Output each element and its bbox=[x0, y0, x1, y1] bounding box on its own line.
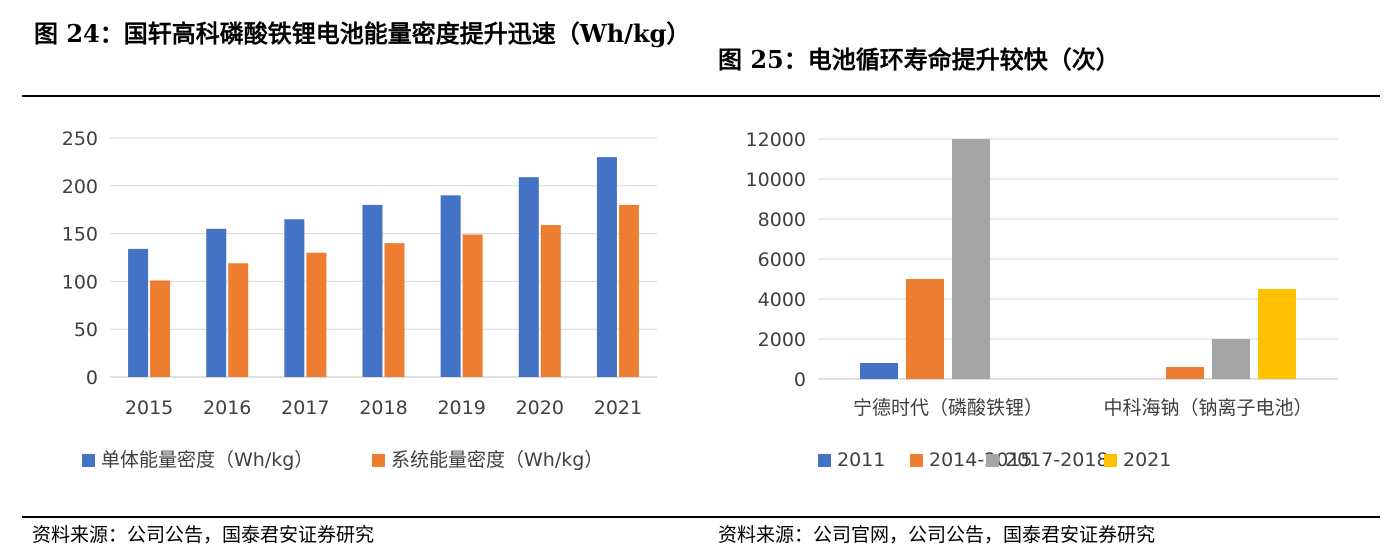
chart1-ytick-label-3: 150 bbox=[62, 224, 98, 246]
chart2-bar-1-0 bbox=[906, 279, 944, 379]
chart2-bar-2-0 bbox=[952, 139, 990, 379]
chart2-legend-label-2: 2017-2018 bbox=[1005, 449, 1109, 471]
chart2-legend-swatch-1 bbox=[910, 454, 923, 467]
chart1-category-label-4: 2019 bbox=[437, 397, 485, 419]
chart2-legend-swatch-0 bbox=[818, 454, 831, 467]
chart1-category-label-2: 2017 bbox=[281, 397, 329, 419]
left-source-note: 资料来源：公司公告，国泰君安证券研究 bbox=[32, 524, 375, 546]
chart1-bar-1-1 bbox=[228, 263, 249, 377]
chart1-bar-1-4 bbox=[462, 234, 483, 377]
chart1-ytick-label-4: 200 bbox=[62, 176, 98, 198]
chart2-ytick-label-4: 8000 bbox=[758, 209, 806, 231]
chart1-category-label-5: 2020 bbox=[516, 397, 564, 419]
left-chart-title: 图 24：国轩高科磷酸铁锂电池能量密度提升迅速（Wh/kg） bbox=[34, 19, 691, 48]
right-source-note: 资料来源：公司官网，公司公告，国泰君安证券研究 bbox=[718, 524, 1156, 546]
chart1-legend-swatch-1 bbox=[372, 454, 385, 467]
chart1-bar-0-2 bbox=[284, 219, 305, 377]
chart1-legend-label-1: 系统能量密度（Wh/kg） bbox=[391, 449, 603, 471]
chart1-ytick-label-0: 0 bbox=[86, 367, 98, 389]
chart2-legend-label-3: 2021 bbox=[1123, 449, 1171, 471]
chart2-ytick-label-2: 4000 bbox=[758, 289, 806, 311]
chart1-bar-1-2 bbox=[306, 252, 327, 377]
chart2-bar-2-1 bbox=[1212, 339, 1250, 379]
chart1-bar-1-6 bbox=[618, 204, 639, 377]
chart1-bar-0-1 bbox=[206, 228, 227, 377]
chart2-ytick-label-3: 6000 bbox=[758, 249, 806, 271]
chart2-ytick-label-0: 0 bbox=[794, 369, 806, 391]
bottom-divider bbox=[22, 516, 1380, 518]
chart2-category-label-0: 宁德时代（磷酸铁锂） bbox=[853, 397, 1043, 419]
chart1-bar-1-5 bbox=[540, 224, 561, 377]
top-divider bbox=[22, 95, 1380, 97]
chart2-ytick-label-6: 12000 bbox=[746, 129, 806, 151]
chart1-category-label-3: 2018 bbox=[359, 397, 407, 419]
chart1-category-label-1: 2016 bbox=[203, 397, 251, 419]
chart2-bar-3-1 bbox=[1258, 289, 1296, 379]
chart1-bar-0-3 bbox=[362, 204, 383, 377]
chart1-ytick-label-1: 50 bbox=[74, 319, 98, 341]
chart2-legend-swatch-2 bbox=[986, 454, 999, 467]
chart1-ytick-label-2: 100 bbox=[62, 271, 98, 293]
chart2-category-label-1: 中科海钠（钠离子电池） bbox=[1103, 397, 1312, 419]
chart2-legend-swatch-3 bbox=[1104, 454, 1117, 467]
chart2-bar-1-1 bbox=[1166, 367, 1204, 379]
chart1-bar-1-0 bbox=[150, 280, 171, 377]
chart1-bar-0-6 bbox=[596, 157, 617, 377]
chart1-legend-swatch-0 bbox=[82, 454, 95, 467]
chart1-legend-label-0: 单体能量密度（Wh/kg） bbox=[101, 449, 313, 471]
chart2-ytick-label-1: 2000 bbox=[758, 329, 806, 351]
chart1-bar-0-0 bbox=[128, 248, 149, 377]
chart1-category-label-6: 2021 bbox=[594, 397, 642, 419]
chart1-ytick-label-5: 250 bbox=[62, 128, 98, 150]
chart1-category-label-0: 2015 bbox=[125, 397, 173, 419]
chart2-legend-label-0: 2011 bbox=[837, 449, 885, 471]
chart2-bar-0-0 bbox=[860, 363, 898, 379]
right-chart-title: 图 25：电池循环寿命提升较快（次） bbox=[718, 45, 1120, 74]
chart1-bar-0-5 bbox=[518, 177, 539, 377]
chart1-bar-0-4 bbox=[440, 195, 461, 377]
chart2-ytick-label-5: 10000 bbox=[746, 169, 806, 191]
chart1-bar-1-3 bbox=[384, 243, 405, 377]
chart2-legend-label-1: 2014-2015 bbox=[929, 449, 1033, 471]
